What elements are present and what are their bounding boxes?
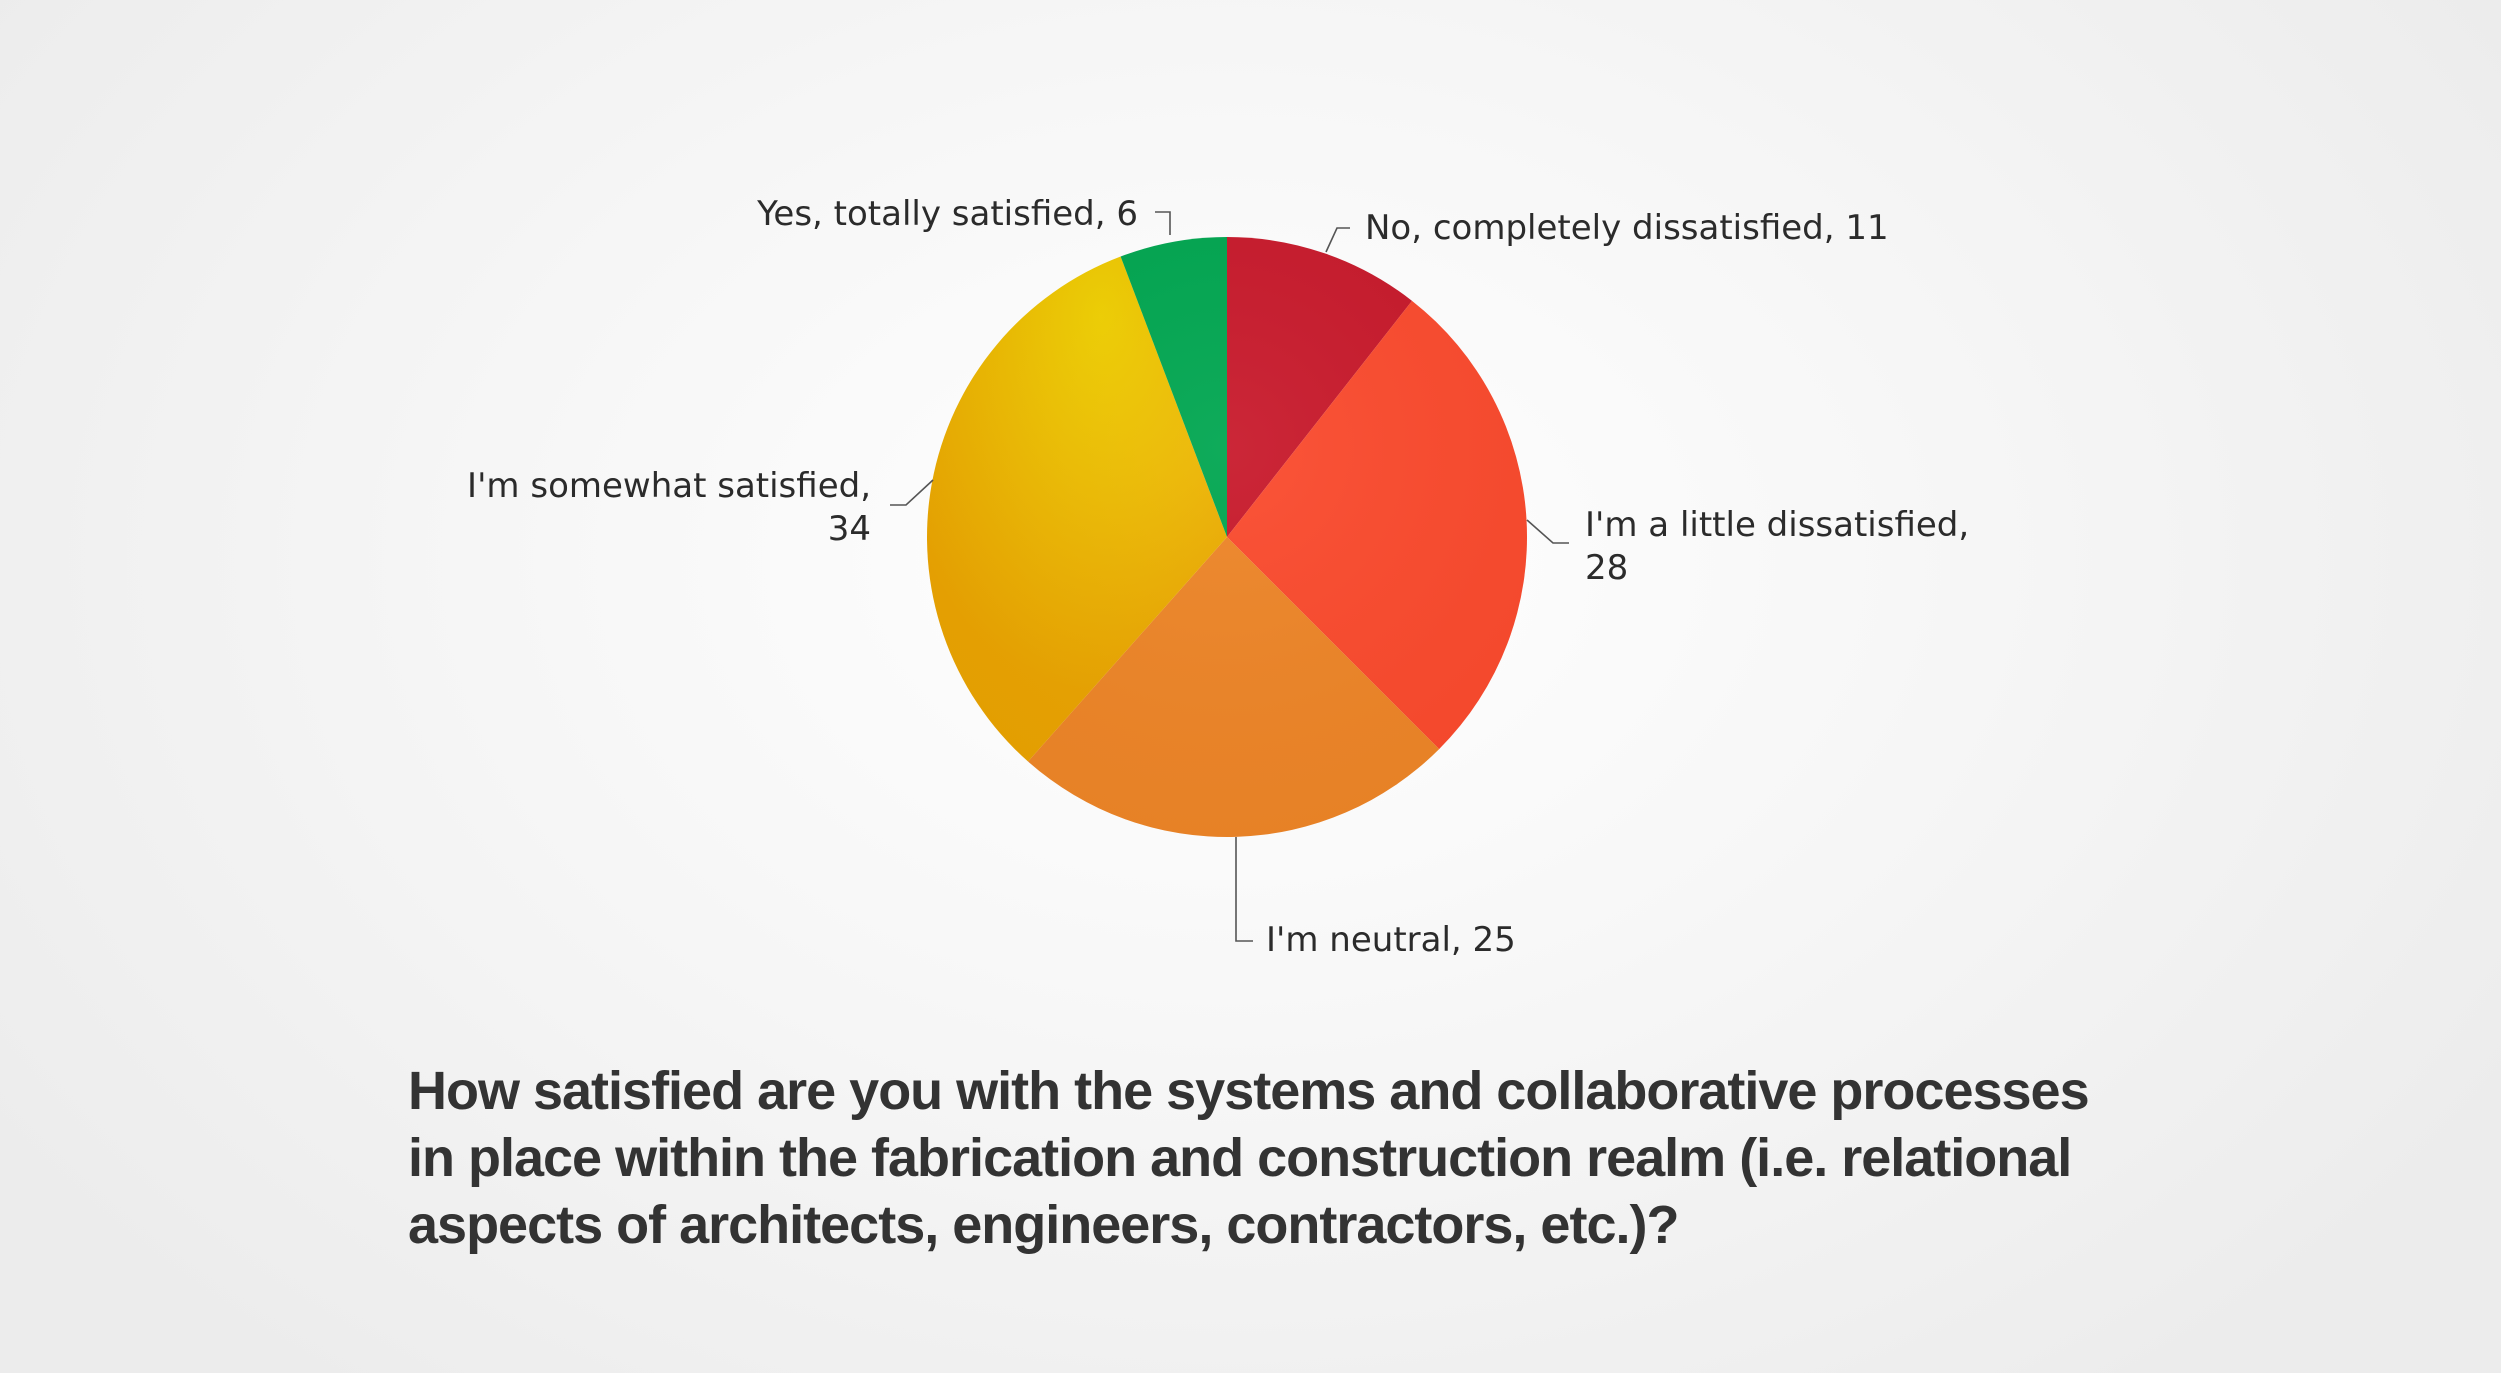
data-label-line: 34 — [828, 509, 871, 549]
leader-line-totally-satisfied — [1155, 211, 1171, 235]
data-label-no-completely-dissatisfied: No, completely dissatisfied, 11 — [1365, 208, 1889, 248]
pie-slices — [927, 237, 1528, 837]
data-label-line: I'm neutral, 25 — [1266, 920, 1516, 960]
chart-question-title: How satisfied are you with the systems a… — [408, 1061, 2090, 1255]
data-label-line: I'm a little dissatisfied, — [1585, 505, 1969, 545]
leader-line-a-little-dissatisfied — [1526, 519, 1569, 544]
data-label-somewhat-satisfied: I'm somewhat satisfied, 34 — [467, 466, 871, 549]
data-label-line: No, completely dissatisfied, 11 — [1365, 208, 1889, 248]
leader-line-no-completely-dissatisfied — [1325, 227, 1350, 253]
data-label-totally-satisfied: Yes, totally satisfied, 6 — [756, 194, 1138, 234]
data-label-line: 28 — [1585, 548, 1628, 588]
data-label-line: Yes, totally satisfied, 6 — [756, 194, 1138, 234]
data-labels: No, completely dissatisfied, 11 I'm a li… — [467, 194, 1969, 960]
leader-line-neutral — [1235, 837, 1253, 942]
leader-lines — [890, 211, 1569, 942]
data-label-neutral: I'm neutral, 25 — [1266, 920, 1516, 960]
data-label-a-little-dissatisfied: I'm a little dissatisfied, 28 — [1585, 505, 1969, 588]
data-label-line: I'm somewhat satisfied, — [467, 466, 871, 506]
pie-chart: No, completely dissatisfied, 11 I'm a li… — [467, 194, 1969, 960]
leader-line-somewhat-satisfied — [890, 479, 934, 506]
